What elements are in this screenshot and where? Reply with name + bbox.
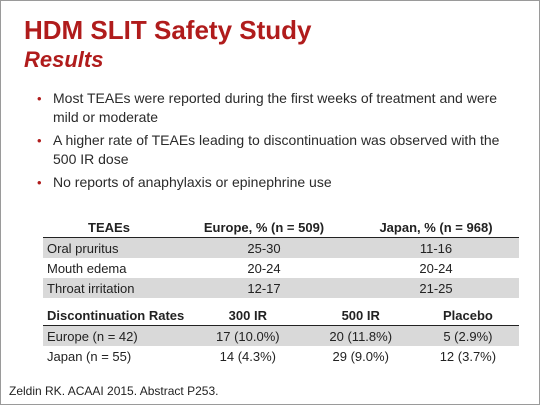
table-cell: 12-17 [175,278,353,298]
bullet-text: No reports of anaphylaxis or epinephrine… [53,174,332,190]
bullet-text: Most TEAEs were reported during the firs… [53,90,498,125]
column-header: Placebo [416,305,519,326]
table-header-row: Discontinuation Rates 300 IR 500 IR Plac… [43,305,519,326]
column-header: Japan, % (n = 968) [353,217,519,238]
table-row: Oral pruritus 25-30 11-16 [43,237,519,258]
table-cell: 25-30 [175,237,353,258]
column-header: 300 IR [191,305,305,326]
table-row: Europe (n = 42) 17 (10.0%) 20 (11.8%) 5 … [43,325,519,346]
table-cell: 21-25 [353,278,519,298]
table-cell: Mouth edema [47,260,127,276]
table-row: Mouth edema 20-24 20-24 [43,258,519,278]
bullet-dot-icon: • [37,175,42,190]
table-cell: Europe (n = 42) [43,325,191,346]
table-cell: Throat irritation [43,278,175,298]
column-header: Discontinuation Rates [43,305,191,326]
table-row: Throat irritation 12-17 21-25 [43,278,519,298]
table-cell: 12 (3.7%) [439,348,497,364]
column-header: TEAEs [43,217,175,238]
table-cell: 20-24 [247,260,281,276]
discontinuation-table: Discontinuation Rates 300 IR 500 IR Plac… [43,305,519,366]
citation: Zeldin RK. ACAAI 2015. Abstract P253. [9,384,219,398]
table-header-row: TEAEs Europe, % (n = 509) Japan, % (n = … [43,217,519,238]
table-cell: 11-16 [353,237,519,258]
bullet-dot-icon: • [37,91,42,106]
bullet-item: • Most TEAEs were reported during the fir… [37,89,517,127]
bullet-text: A higher rate of TEAEs leading to discon… [53,132,500,167]
table-cell: Japan (n = 55) [47,348,132,364]
column-header: Europe, % (n = 509) [175,217,353,238]
table-cell: Oral pruritus [43,237,175,258]
table-cell: 20-24 [419,260,453,276]
table-cell: 17 (10.0%) [191,325,305,346]
bullet-dot-icon: • [37,133,42,148]
slide-subtitle: Results [24,47,104,72]
bullet-list: • Most TEAEs were reported during the fir… [37,89,517,196]
table-cell: 20 (11.8%) [304,325,417,346]
column-header: 500 IR [304,305,417,326]
table-cell: 5 (2.9%) [416,325,519,346]
bullet-item: • No reports of anaphylaxis or epinephrin… [37,173,517,192]
teae-table: TEAEs Europe, % (n = 509) Japan, % (n = … [43,217,519,298]
table-cell: 14 (4.3%) [219,348,277,364]
table-cell: 29 (9.0%) [332,348,389,364]
bullet-item: • A higher rate of TEAEs leading to disco… [37,131,517,169]
table-row: Japan (n = 55) 14 (4.3%) 29 (9.0%) 12 (3… [43,346,519,366]
slide-title: HDM SLIT Safety Study [24,15,312,45]
